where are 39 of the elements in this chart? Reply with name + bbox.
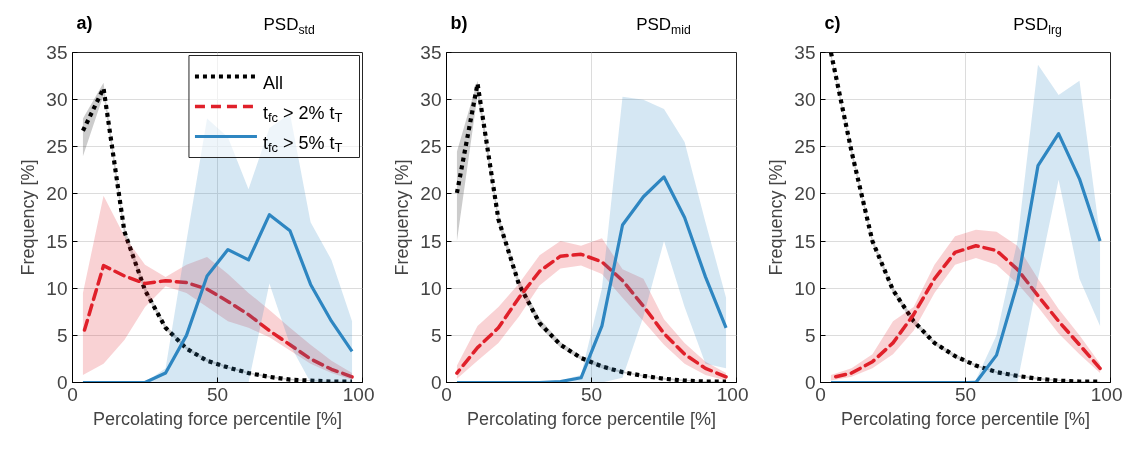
y-tick-label: 5 (430, 324, 442, 346)
x-axis-title: Percolating force percentile [%] (840, 408, 1091, 429)
y-tick-label: 20 (420, 183, 442, 205)
x-tick-label: 50 (206, 383, 229, 405)
y-tick-label: 20 (46, 183, 68, 205)
text: a) (76, 12, 93, 33)
x-axis-title: Percolating force percentile [%] (92, 408, 343, 429)
x-tick-label: 100 (1090, 383, 1123, 405)
y-tick-label: 15 (420, 230, 442, 252)
y-tick-label: 30 (794, 89, 816, 111)
y-tick-label: 35 (794, 42, 816, 63)
y-tick-label: 10 (46, 277, 68, 299)
y-tick-label: 35 (46, 42, 68, 63)
y-tick-label: 30 (420, 89, 442, 111)
y-tick-label: 30 (46, 89, 68, 111)
y-axis-title: Frequency [%] (18, 159, 39, 276)
line-series (829, 131, 1102, 383)
y-tick-label: 5 (56, 324, 68, 346)
line-series (455, 175, 728, 383)
y-tick-label: 15 (794, 230, 816, 252)
x-tick-label: 100 (342, 383, 375, 405)
y-axis-title: Frequency [%] (766, 159, 787, 276)
y-tick-label: 25 (46, 136, 68, 158)
x-tick-label: 50 (954, 383, 977, 405)
y-tick-label: 20 (794, 183, 816, 205)
y-tick-label: 35 (420, 42, 442, 63)
y-tick-label: 25 (794, 136, 816, 158)
legend-label: All (262, 72, 283, 93)
text: c) (824, 12, 841, 33)
y-tick-label: 10 (420, 277, 442, 299)
y-tick-label: 25 (420, 136, 442, 158)
x-tick-label: 50 (580, 383, 603, 405)
y-axis-title: Frequency [%] (392, 159, 413, 276)
y-tick-label: 10 (794, 277, 816, 299)
y-tick-label: 5 (804, 324, 816, 346)
y-tick-label: 15 (46, 230, 68, 252)
x-axis-title: Percolating force percentile [%] (466, 408, 717, 429)
text: b) (450, 12, 468, 33)
x-tick-label: 100 (716, 383, 749, 405)
